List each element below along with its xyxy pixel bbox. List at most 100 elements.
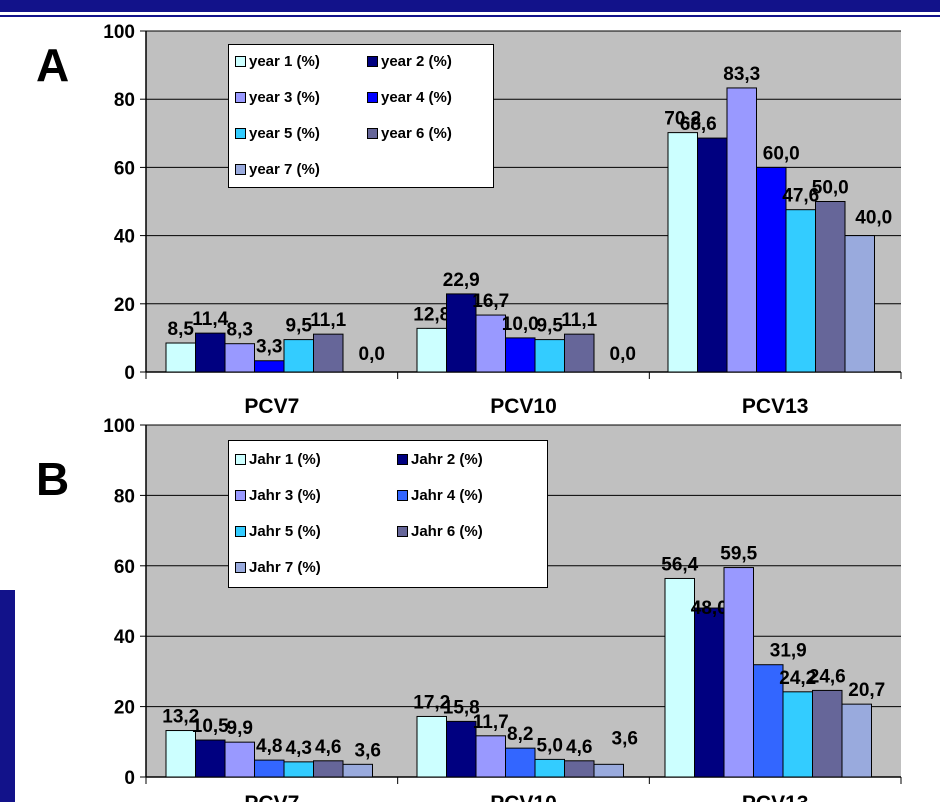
y-tick-label-b: 0	[124, 768, 135, 789]
bar-a	[416, 327, 447, 373]
y-tick-label-b: 40	[114, 627, 135, 648]
bar-a	[697, 137, 728, 373]
legend-item-b: Jahr 3 (%)	[235, 487, 321, 504]
bar-b	[224, 741, 255, 778]
legend-swatch-a	[367, 92, 378, 103]
bar-b	[254, 759, 285, 778]
data-label-a: 83,3	[723, 64, 760, 85]
bar-a	[195, 332, 226, 373]
data-label-b: 13,2	[162, 707, 199, 728]
bar-a	[165, 342, 196, 373]
data-label-a: 47,6	[782, 186, 819, 207]
legend-swatch-a	[367, 128, 378, 139]
y-tick-label-b: 100	[103, 416, 135, 437]
bar-a	[667, 132, 698, 373]
legend-swatch-b	[235, 526, 246, 537]
data-label-b: 11,7	[473, 712, 509, 733]
legend-label-b: Jahr 4 (%)	[411, 487, 483, 504]
legend-swatch-b	[397, 490, 408, 501]
y-tick-label-a: 0	[124, 363, 135, 384]
bar-a	[505, 337, 536, 373]
bar-b	[283, 761, 314, 778]
bar-b	[753, 664, 784, 778]
bar-a	[283, 339, 314, 373]
bar-b	[342, 763, 373, 778]
data-label-a: 11,1	[310, 310, 346, 331]
bar-b	[505, 747, 536, 778]
data-label-b: 4,6	[566, 737, 592, 758]
legend-b: Jahr 1 (%) Jahr 2 (%) Jahr 3 (%) Jahr 4 (%)…	[228, 440, 548, 588]
data-label-a: 0,0	[359, 344, 385, 365]
legend-item-b: Jahr 4 (%)	[397, 487, 483, 504]
data-label-a: 9,5	[286, 316, 313, 337]
y-tick-label-b: 20	[114, 698, 135, 719]
legend-swatch-b	[235, 490, 246, 501]
data-label-a: 16,7	[472, 291, 509, 312]
category-label-a: PCV7	[244, 395, 299, 418]
data-label-b: 9,9	[227, 718, 253, 739]
category-label-a: PCV10	[490, 395, 557, 418]
bar-b	[694, 607, 725, 778]
data-label-a: 9,5	[537, 316, 564, 337]
bar-b	[416, 715, 447, 778]
legend-swatch-a	[235, 56, 246, 67]
bar-b	[593, 763, 624, 778]
legend-item-a: year 4 (%)	[367, 89, 452, 106]
y-tick-label-b: 80	[114, 486, 135, 507]
legend-swatch-a	[235, 164, 246, 175]
bar-a	[446, 293, 477, 373]
data-label-a: 11,4	[192, 309, 228, 330]
legend-swatch-a	[235, 128, 246, 139]
data-label-b: 56,4	[661, 554, 698, 575]
data-label-b: 4,8	[256, 736, 282, 757]
legend-label-a: year 4 (%)	[381, 89, 452, 106]
bar-a	[313, 333, 344, 373]
bar-a	[844, 235, 875, 373]
data-label-b: 15,8	[443, 697, 480, 718]
legend-swatch-b	[397, 526, 408, 537]
bar-a	[475, 314, 506, 373]
legend-label-a: year 1 (%)	[249, 53, 320, 70]
data-label-b: 8,2	[507, 724, 533, 745]
bar-a	[815, 201, 846, 373]
legend-label-a: year 2 (%)	[381, 53, 452, 70]
data-label-b: 5,0	[537, 735, 563, 756]
data-label-a: 10,0	[502, 314, 539, 335]
bar-b	[313, 760, 344, 778]
legend-label-a: year 6 (%)	[381, 125, 452, 142]
side-bar	[0, 590, 15, 802]
legend-label-b: Jahr 1 (%)	[249, 451, 321, 468]
legend-item-a: year 5 (%)	[235, 125, 320, 142]
data-label-b: 48,0	[691, 598, 728, 619]
top-band-separator	[0, 12, 940, 15]
bar-b	[564, 760, 595, 778]
data-label-b: 4,3	[286, 738, 312, 759]
legend-label-b: Jahr 3 (%)	[249, 487, 321, 504]
bar-b	[782, 691, 813, 778]
data-label-a: 60,0	[763, 143, 800, 164]
bar-a	[564, 333, 595, 373]
legend-swatch-b	[235, 562, 246, 573]
y-tick-label-a: 20	[114, 295, 135, 316]
bar-a	[785, 209, 816, 373]
data-label-a: 3,3	[256, 337, 282, 358]
data-label-a: 12,8	[413, 304, 450, 325]
data-label-a: 50,0	[812, 178, 849, 199]
legend-label-b: Jahr 5 (%)	[249, 523, 321, 540]
legend-item-a: year 3 (%)	[235, 89, 320, 106]
data-label-a: 68,6	[680, 114, 717, 135]
category-label-b: PCV10	[490, 792, 557, 802]
legend-item-b: Jahr 7 (%)	[235, 559, 321, 576]
panel-letter-a: A	[36, 39, 70, 91]
bar-b	[812, 689, 843, 778]
legend-a: year 1 (%) year 2 (%) year 3 (%) year 4 (%)…	[228, 44, 494, 188]
top-band-lower	[0, 15, 940, 17]
data-label-a: 11,1	[561, 310, 597, 331]
data-label-b: 4,6	[315, 737, 341, 758]
legend-label-a: year 3 (%)	[249, 89, 320, 106]
data-label-a: 8,3	[227, 320, 253, 341]
data-label-b: 20,7	[848, 680, 885, 701]
data-label-b: 24,2	[779, 668, 816, 689]
legend-swatch-b	[235, 454, 246, 465]
panel-letter-b: B	[36, 453, 70, 505]
